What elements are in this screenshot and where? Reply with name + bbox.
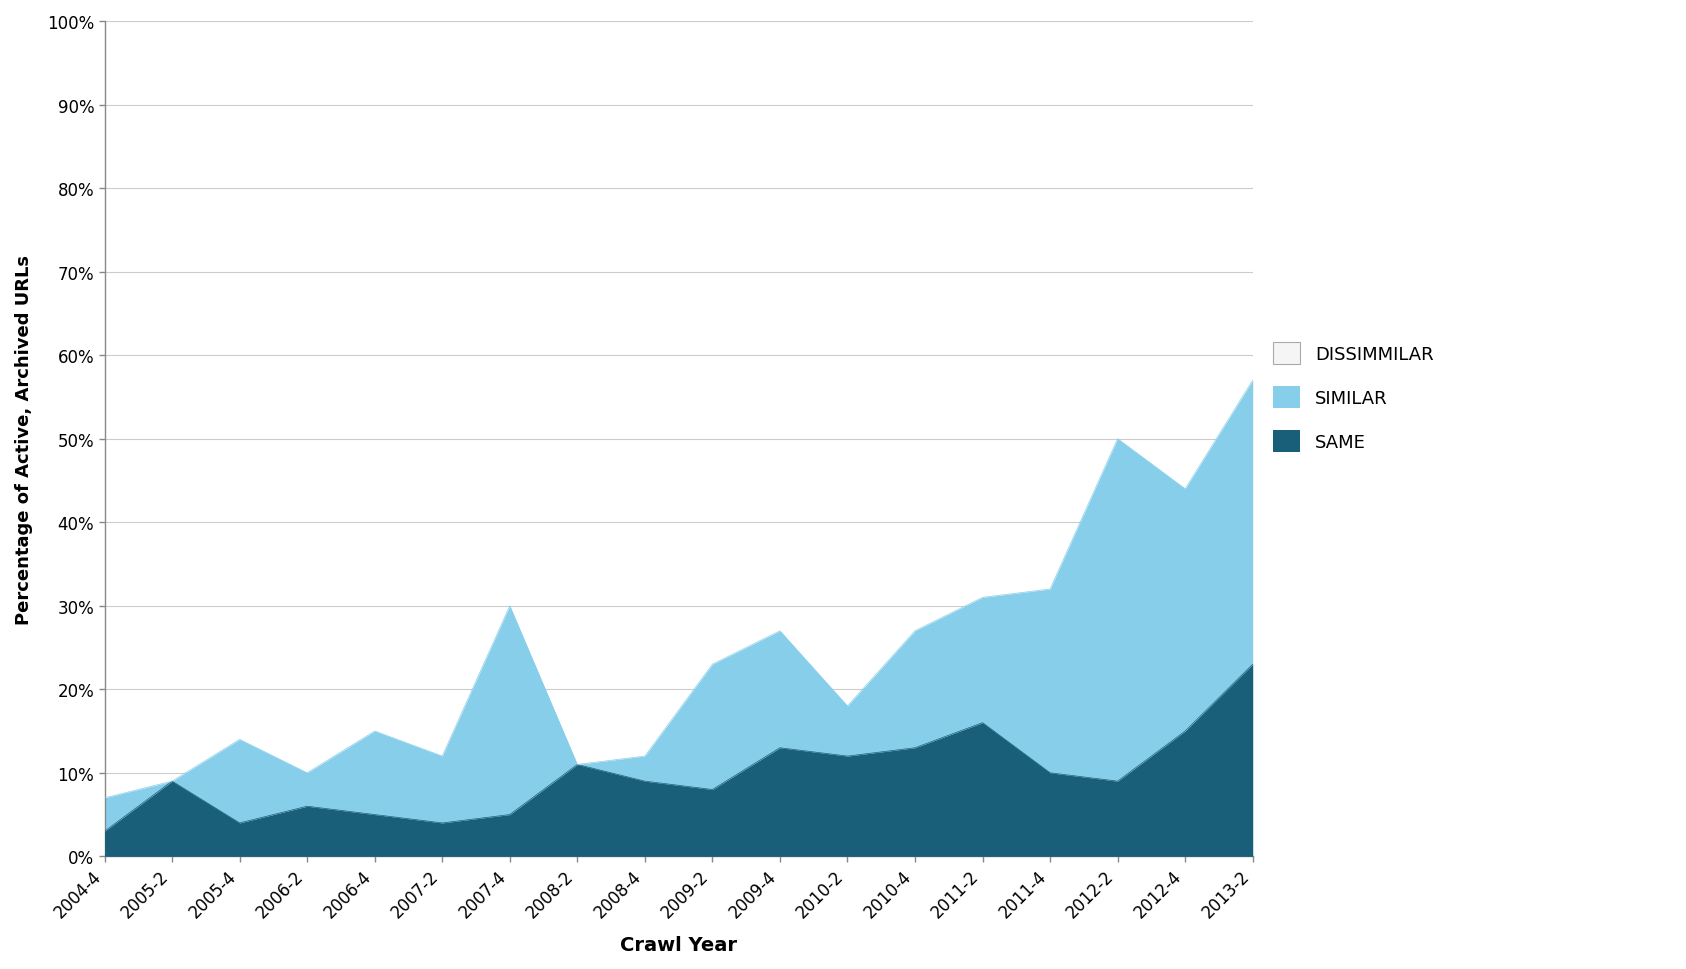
X-axis label: Crawl Year: Crawl Year (620, 935, 737, 954)
Y-axis label: Percentage of Active, Archived URLs: Percentage of Active, Archived URLs (15, 255, 34, 624)
Legend: DISSIMMILAR, SIMILAR, SAME: DISSIMMILAR, SIMILAR, SAME (1273, 343, 1433, 453)
